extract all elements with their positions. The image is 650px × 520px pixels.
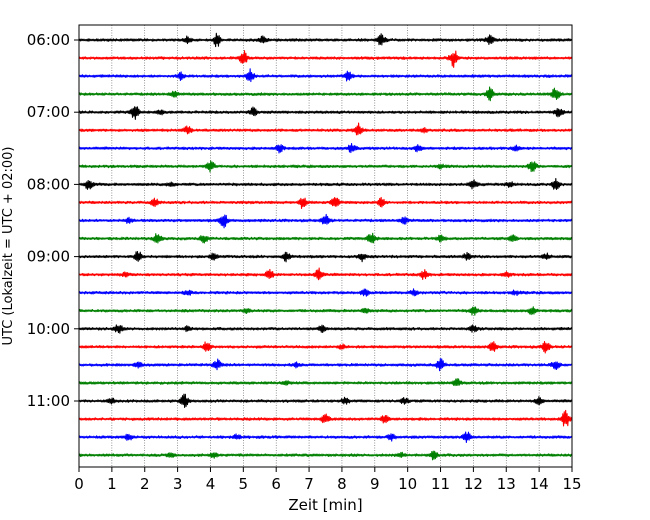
x-tick-label: 5	[239, 475, 249, 493]
trace-1030	[78, 358, 573, 372]
trace-0700	[78, 106, 573, 120]
y-tick-label: 07:00	[27, 103, 70, 121]
y-axis-label: UTC (Lokalzeit = UTC + 02:00)	[1, 147, 16, 346]
trace-0645	[78, 86, 573, 102]
trace-1130	[78, 431, 573, 443]
x-tick-label: 4	[206, 475, 216, 493]
trace-0600	[78, 32, 573, 48]
trace-0930	[78, 288, 573, 297]
x-tick-label: 11	[431, 475, 450, 493]
trace-0630	[78, 68, 573, 83]
trace-0715	[78, 122, 573, 136]
trace-1015	[78, 341, 573, 354]
x-axis-label: Zeit [min]	[288, 496, 362, 514]
x-tick-label: 9	[370, 475, 380, 493]
y-tick-label: 10:00	[27, 320, 70, 338]
x-tick-label: 0	[74, 475, 84, 493]
trace-1000	[78, 324, 573, 334]
grid-lines	[111, 25, 540, 467]
trace-1045	[78, 378, 573, 387]
x-tick-label: 8	[337, 475, 347, 493]
trace-0745	[78, 160, 573, 173]
trace-0845	[78, 232, 573, 244]
x-tick-label: 3	[173, 475, 183, 493]
x-tick-label: 10	[398, 475, 417, 493]
x-axis-ticks: 0 1 2 3 4 5 6 7 8 9 10 11 12 13 14 15	[74, 467, 582, 493]
y-tick-label: 08:00	[27, 175, 70, 193]
x-tick-label: 6	[271, 475, 281, 493]
y-tick-label: 09:00	[27, 248, 70, 266]
x-tick-label: 15	[562, 475, 581, 493]
trace-0815	[78, 196, 573, 210]
trace-0915	[78, 267, 573, 281]
trace-0730	[78, 142, 573, 154]
x-tick-label: 12	[464, 475, 483, 493]
x-tick-label: 2	[140, 475, 150, 493]
y-tick-label: 06:00	[27, 31, 70, 49]
x-tick-label: 13	[497, 475, 516, 493]
trace-0800	[78, 178, 573, 191]
x-tick-label: 14	[530, 475, 549, 493]
trace-0830	[78, 213, 573, 229]
x-tick-label: 7	[304, 475, 314, 493]
y-tick-label: 11:00	[27, 392, 70, 410]
trace-1145	[78, 450, 573, 461]
trace-0945	[78, 306, 573, 316]
y-axis-ticks: 06:00 07:00 08:00 09:00 10:00 11:00	[27, 31, 79, 410]
plot-frame	[78, 24, 573, 468]
trace-1115	[78, 409, 573, 427]
x-tick-label: 1	[107, 475, 117, 493]
trace-0900	[78, 250, 573, 263]
trace-1100	[78, 393, 573, 409]
trace-0615	[78, 50, 573, 68]
seismic-traces	[78, 32, 573, 461]
